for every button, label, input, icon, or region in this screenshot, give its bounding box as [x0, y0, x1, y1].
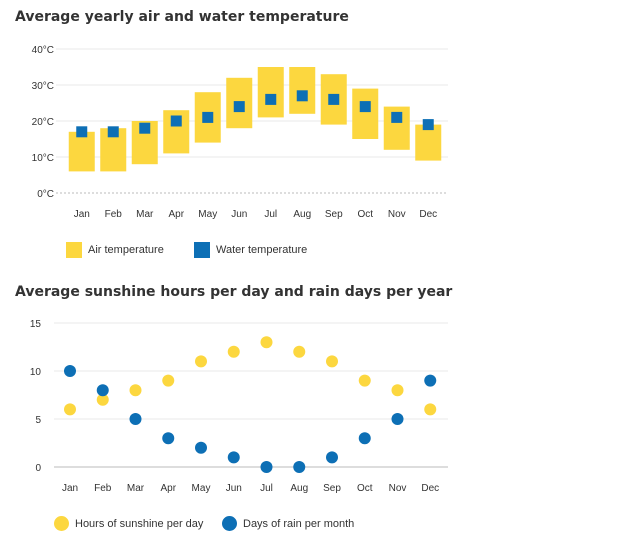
- x-tick-label: May: [198, 209, 217, 220]
- sunshine-point: [129, 384, 142, 397]
- rain-point: [391, 413, 404, 425]
- x-tick-label: Nov: [388, 209, 406, 220]
- x-tick-label: Jul: [260, 483, 273, 494]
- sunshine-point: [64, 403, 76, 416]
- water-temperature-marker: [422, 119, 434, 131]
- x-tick-label: Aug: [293, 209, 311, 220]
- sunshine-point: [162, 374, 175, 387]
- y-tick-label: 10: [30, 367, 42, 378]
- legend-sunshine-hours-label: Hours of sunshine per day: [75, 517, 204, 530]
- temperature-chart: 0°C 10°C 20°C 30°C 40°C Jan Feb Mar Apr May Jun Jul…: [32, 45, 448, 220]
- water-temperature-marker: [296, 90, 308, 102]
- rain-point: [64, 365, 76, 377]
- x-tick-label: Jun: [231, 209, 247, 220]
- sunshine-point: [424, 403, 437, 416]
- water-temperature-marker: [391, 111, 403, 123]
- y-tick-label: 0: [35, 463, 41, 474]
- water-temperature-marker: [359, 101, 371, 113]
- x-tick-label: Aug: [290, 483, 308, 494]
- water-temperature-marker: [265, 93, 277, 105]
- y-tick-label: 20°C: [32, 117, 54, 128]
- x-tick-label: Apr: [160, 483, 176, 494]
- y-tick-label: 5: [35, 415, 41, 426]
- y-tick-label: 0°C: [37, 189, 54, 200]
- rain-point: [260, 461, 273, 473]
- x-tick-label: Oct: [357, 209, 373, 220]
- rain-point: [227, 451, 240, 464]
- sunshine-point: [96, 393, 109, 406]
- x-tick-label: Jun: [226, 483, 242, 494]
- air-temperature-bar: [257, 67, 284, 118]
- rain-point: [96, 384, 109, 397]
- water-temperature-swatch: [194, 242, 210, 258]
- sunshine-swatch: [54, 516, 69, 531]
- legend-water-temperature-label: Water temperature: [216, 244, 308, 256]
- air-temperature-bar: [415, 124, 442, 161]
- water-temperature-marker: [328, 93, 340, 105]
- x-tick-label: Jul: [264, 209, 277, 220]
- rain-point: [129, 413, 142, 425]
- sunshine-point: [260, 336, 273, 349]
- rain-point: [293, 461, 306, 473]
- x-tick-label: Mar: [127, 483, 145, 494]
- y-tick-label: 15: [30, 319, 42, 330]
- legend-rain-days[interactable]: Days of rain per month: [222, 516, 354, 531]
- sunshine-point: [195, 355, 207, 368]
- x-tick-label: Apr: [168, 209, 184, 220]
- x-tick-label: Sep: [325, 209, 343, 220]
- legend-air-temperature-label: Air temperature: [88, 244, 164, 256]
- water-temperature-marker: [76, 126, 88, 138]
- rain-point: [326, 451, 338, 464]
- legend-rain-days-label: Days of rain per month: [243, 517, 355, 530]
- y-tick-label: 40°C: [32, 45, 54, 56]
- water-temperature-marker: [139, 122, 151, 134]
- rain-point: [424, 374, 437, 387]
- sunshine-point: [326, 355, 338, 368]
- legend-water-temperature[interactable]: Water temperature: [194, 242, 307, 258]
- x-tick-label: Sep: [323, 483, 341, 494]
- y-tick-label: 30°C: [32, 81, 54, 92]
- sunshine-point: [358, 374, 371, 387]
- x-tick-label: Feb: [94, 483, 112, 494]
- x-tick-label: May: [192, 483, 211, 494]
- rain-point: [358, 432, 371, 445]
- rain-point: [195, 441, 207, 454]
- sunshine-point: [391, 384, 404, 397]
- water-temperature-marker: [170, 115, 182, 127]
- sunshine-rain-chart: 0 5 10 15 Jan Feb Mar Apr May Jun Jul Aug Sep Oct Nov D…: [30, 319, 448, 494]
- x-tick-label: Mar: [136, 209, 154, 220]
- legend-sunshine-hours[interactable]: Hours of sunshine per day: [54, 516, 203, 531]
- water-temperature-marker: [202, 111, 214, 123]
- rain-swatch: [222, 516, 237, 531]
- sunshine-point: [293, 345, 306, 358]
- x-tick-label: Dec: [421, 483, 439, 494]
- legend-air-temperature[interactable]: Air temperature: [66, 242, 164, 258]
- x-tick-label: Jan: [62, 483, 78, 494]
- water-temperature-marker: [233, 101, 245, 113]
- y-tick-label: 10°C: [32, 153, 54, 164]
- sunshine-rain-chart-title: Average sunshine hours per day and rain …: [15, 284, 453, 300]
- rain-point: [162, 432, 175, 445]
- air-temperature-bar: [352, 88, 379, 139]
- air-temperature-swatch: [66, 242, 82, 258]
- x-tick-label: Oct: [357, 483, 373, 494]
- sunshine-point: [227, 345, 240, 358]
- temperature-chart-title: Average yearly air and water temperature: [15, 9, 349, 25]
- x-tick-label: Feb: [105, 209, 123, 220]
- x-tick-label: Jan: [74, 209, 90, 220]
- x-tick-label: Nov: [389, 483, 407, 494]
- x-tick-label: Dec: [419, 209, 437, 220]
- water-temperature-marker: [107, 126, 119, 138]
- air-temperature-bar: [68, 131, 95, 172]
